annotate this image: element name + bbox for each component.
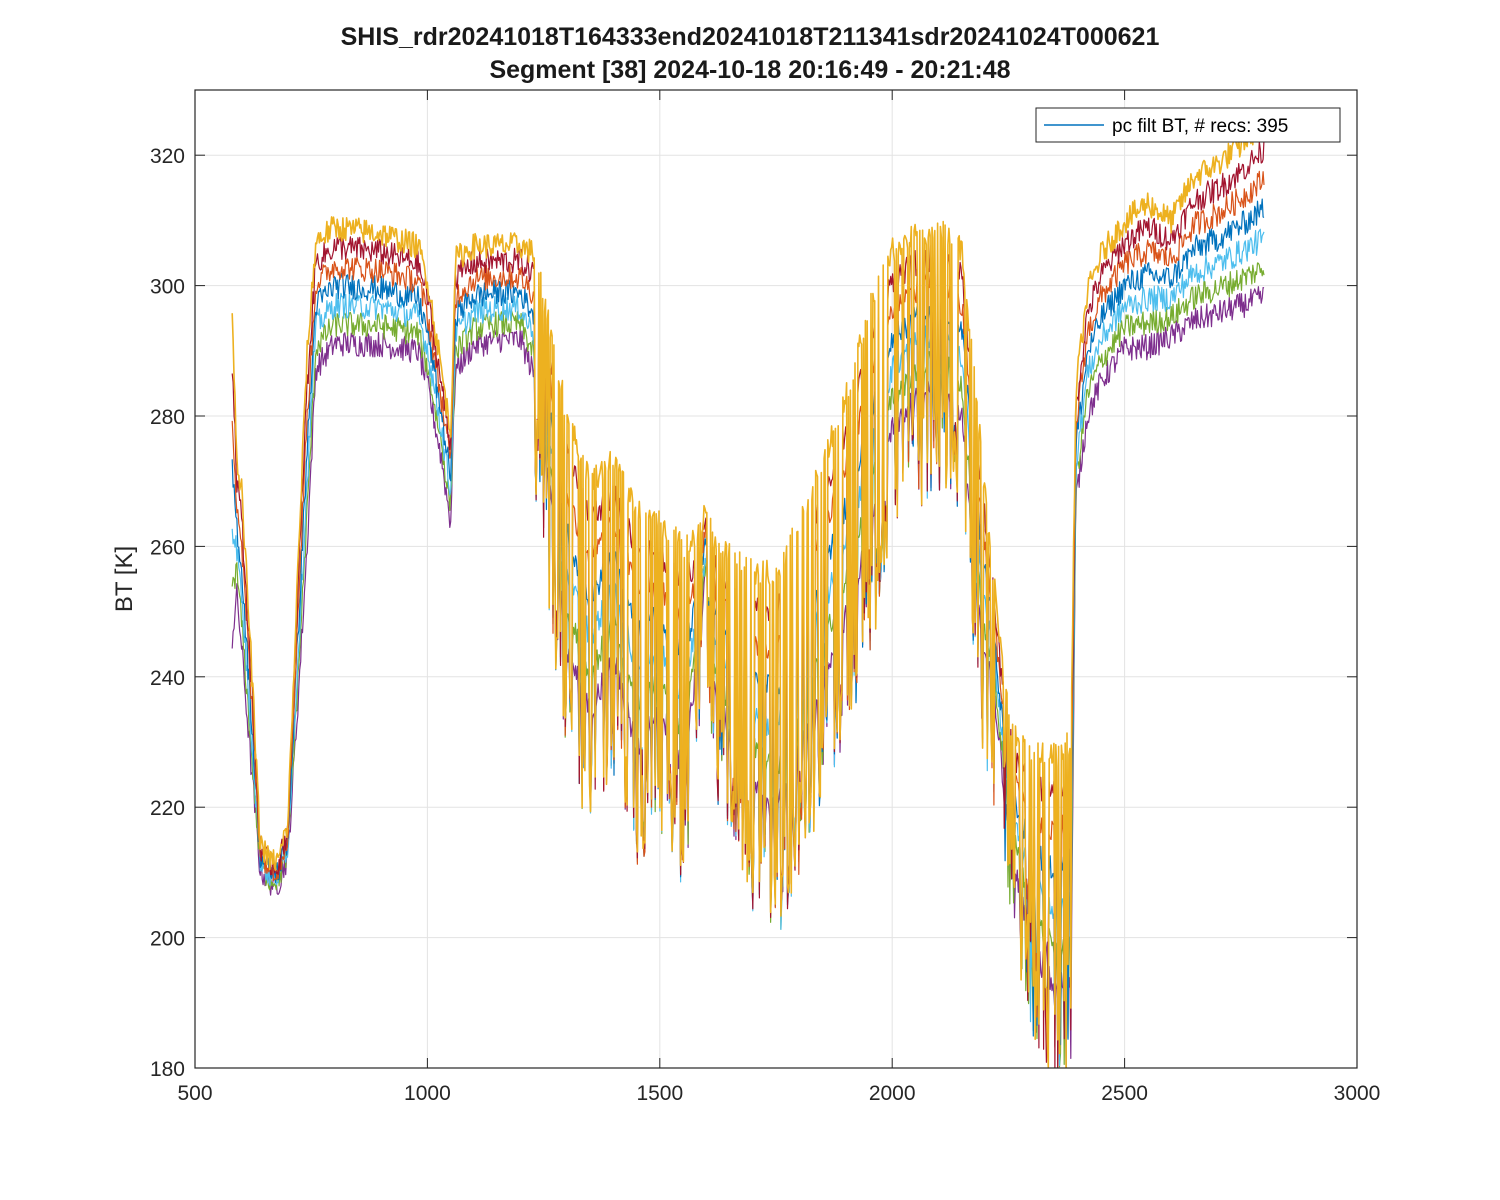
y-tick-label: 260: [150, 536, 185, 559]
y-tick-label: 280: [150, 406, 185, 429]
tick-layer: 500 1000 1500 2000 2500 3000 180 200 220 240 260 28…: [150, 90, 1380, 1105]
chart-subtitle: Segment [38] 2024-10-18 20:16:49 - 20:21…: [489, 56, 1011, 84]
y-tick-label: 200: [150, 928, 185, 951]
y-axis-label: BT [K]: [111, 546, 138, 612]
y-tick-label: 300: [150, 276, 185, 299]
x-tick-label: 1000: [404, 1082, 451, 1105]
spectrum-trace: [231, 108, 1265, 1068]
x-tick-label: 500: [177, 1082, 212, 1105]
x-tick-label: 1500: [636, 1082, 683, 1105]
x-tick-label: 2000: [869, 1082, 916, 1105]
chart-title: SHIS_rdr20241018T164333end20241018T21134…: [340, 23, 1160, 51]
legend-entry: pc filt BT, # recs: 395: [1112, 116, 1288, 137]
y-tick-label: 180: [150, 1058, 185, 1081]
y-tick-label: 240: [150, 667, 185, 690]
x-tick-label: 2500: [1101, 1082, 1148, 1105]
y-tick-label: 320: [150, 145, 185, 168]
y-tick-label: 220: [150, 797, 185, 820]
plot-area-frame: [194, 89, 1358, 1069]
legend: pc filt BT, # recs: 395: [1035, 107, 1341, 143]
x-tick-label: 3000: [1334, 1082, 1381, 1105]
data-layer: [231, 108, 1265, 1068]
